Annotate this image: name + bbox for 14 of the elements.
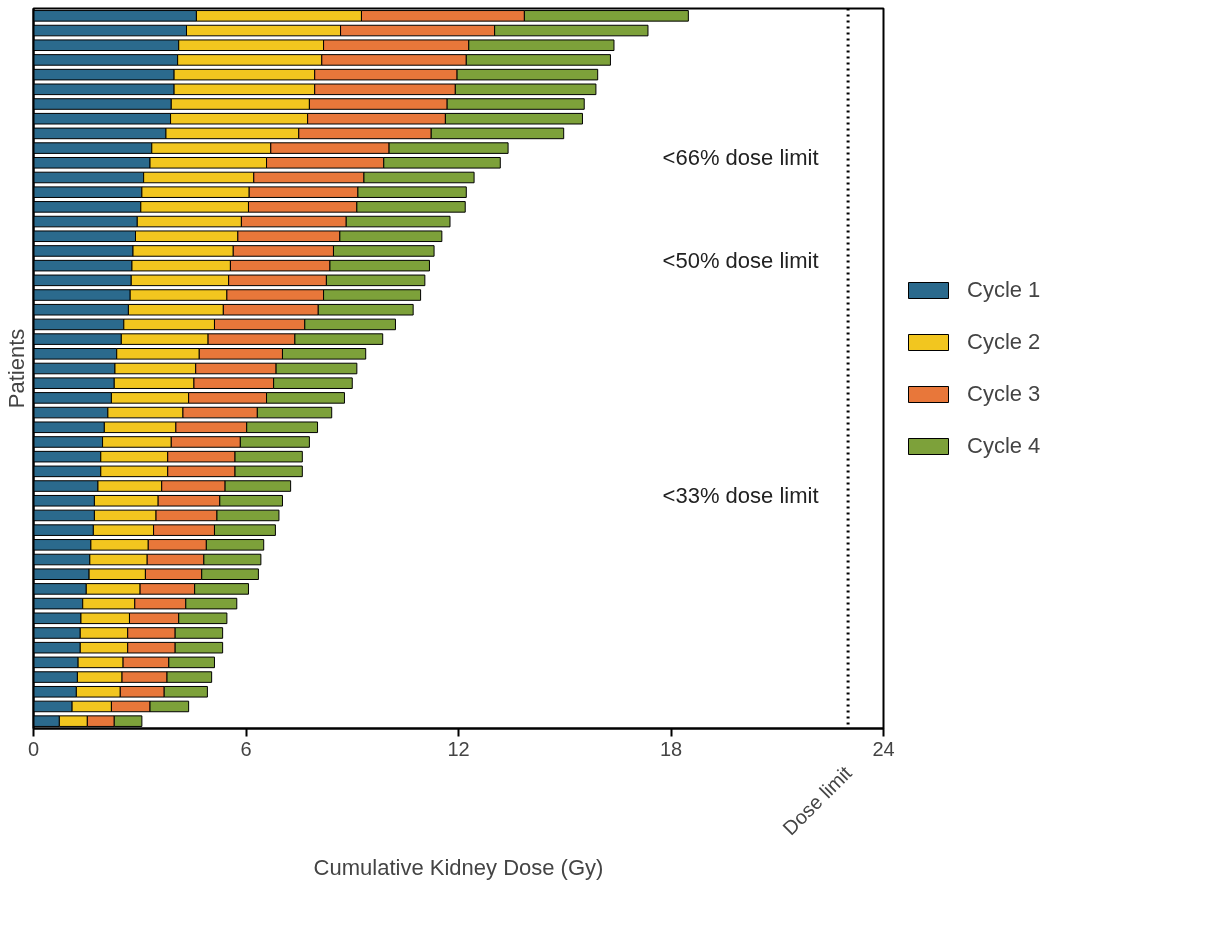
x-tick-label: 6	[240, 737, 252, 760]
legend-label: Cycle 1	[967, 277, 1041, 303]
x-tick-label: 12	[447, 737, 470, 760]
legend-label: Cycle 3	[967, 381, 1041, 407]
annotation: <50% dose limit	[662, 248, 819, 274]
x-axis-title: Cumulative Kidney Dose (Gy)	[313, 855, 604, 881]
x-tick-label: 18	[659, 737, 683, 760]
annotation: <33% dose limit	[662, 483, 819, 509]
legend-label: Cycle 4	[967, 433, 1041, 459]
y-axis-title: Patients	[3, 328, 29, 409]
x-tick-label: 0	[27, 737, 40, 760]
x-tick-label: 24	[872, 737, 895, 760]
legend-label: Cycle 2	[967, 329, 1041, 355]
annotation: <66% dose limit	[662, 145, 819, 171]
